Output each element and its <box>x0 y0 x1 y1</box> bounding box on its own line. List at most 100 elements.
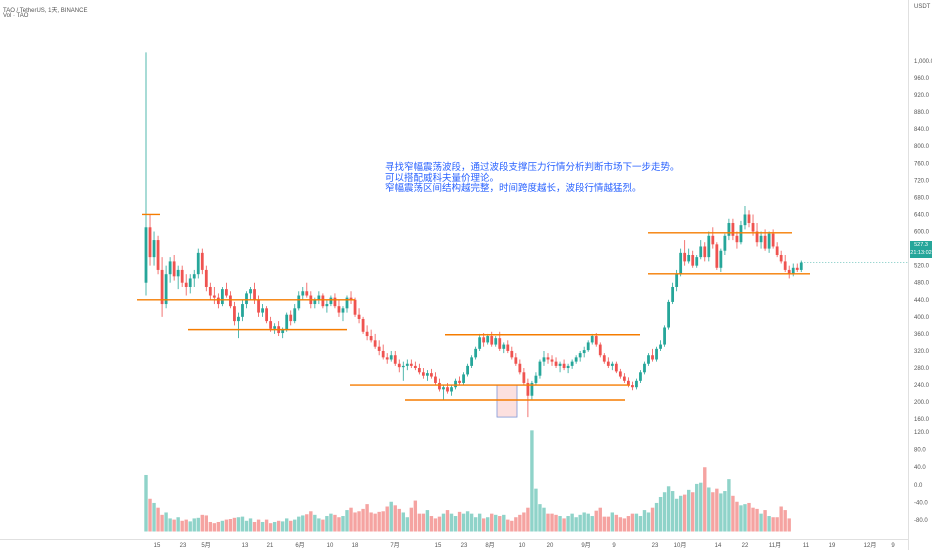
volume-bar <box>526 507 530 532</box>
price-tick-label: 680.0 <box>914 195 930 201</box>
volume-bar <box>373 513 377 532</box>
volume-bar <box>449 513 454 532</box>
candle-body <box>273 326 277 329</box>
candle-body <box>192 274 196 279</box>
volume-bar <box>602 516 606 532</box>
volume-bar <box>313 514 317 532</box>
candle-body <box>381 350 385 358</box>
volume-bar <box>345 510 349 532</box>
volume-bar <box>297 516 301 532</box>
candle-body <box>618 371 622 377</box>
candle-body <box>269 321 273 329</box>
candle-body <box>703 246 707 258</box>
candle-body <box>606 361 610 366</box>
volume-bar <box>268 523 273 532</box>
volume-bar <box>490 513 494 532</box>
volume-bar <box>674 498 679 532</box>
candle-body <box>413 365 417 369</box>
volume-bar <box>361 508 365 532</box>
candle-body <box>361 318 365 332</box>
candle-body <box>245 293 248 305</box>
candle-body <box>200 252 204 270</box>
candle-body <box>289 314 293 322</box>
candle-body <box>265 308 268 322</box>
volume-bar <box>429 516 434 532</box>
candle-body <box>687 254 691 262</box>
price-tick-label: 160.0 <box>914 417 930 423</box>
volume-bar <box>646 512 651 532</box>
volume-bar <box>558 516 562 532</box>
time-tick-label: 9 <box>612 543 616 549</box>
volume-bar <box>381 511 385 532</box>
volume-bar <box>518 514 522 532</box>
time-tick-label: 19 <box>829 543 836 549</box>
volume-bar <box>642 510 647 532</box>
volume-bar <box>325 516 329 532</box>
candle-body <box>715 244 719 268</box>
volume-bar <box>401 512 405 532</box>
volume-bar <box>473 517 478 532</box>
volume-bar <box>172 519 176 532</box>
highlight-zones <box>496 384 518 418</box>
volume-bar <box>494 514 498 532</box>
time-tick-label: 23 <box>461 543 468 549</box>
volume-bar <box>280 521 285 532</box>
candle-body <box>176 269 180 277</box>
candle-body <box>534 375 538 383</box>
time-tick-label: 10 <box>327 543 334 549</box>
volume-bar <box>365 504 369 532</box>
volume-bar <box>357 511 361 532</box>
candle-body <box>405 363 409 366</box>
volume-bar <box>252 521 257 532</box>
volume-bar <box>763 510 767 532</box>
candle-body <box>164 274 168 305</box>
candle-body <box>321 295 325 307</box>
time-axis-labels[interactable]: 15 23 5月 13 21 6月 10 18 7月 15 23 8月 10 20 9月 9 23 10月 14 22… <box>154 542 896 549</box>
candle-body <box>530 382 534 396</box>
candles-group <box>144 52 803 418</box>
candle-body <box>168 261 172 275</box>
volume-bar <box>614 514 619 532</box>
candle-body <box>550 359 554 362</box>
volume-bar <box>413 500 418 532</box>
candle-body <box>225 289 228 296</box>
candle-body <box>426 373 429 376</box>
volume-bar <box>389 501 393 532</box>
candle-body <box>538 361 542 376</box>
volume-bar <box>264 519 269 532</box>
candle-body <box>506 344 510 351</box>
price-axis-labels[interactable]: 1,000.0 960.0 920.0 880.0 840.0 800.0 760.0 720… <box>914 59 932 423</box>
volume-bar <box>566 516 570 532</box>
volume-legend[interactable]: Vol · TAO <box>3 13 29 19</box>
candle-body <box>614 363 618 372</box>
candle-body <box>590 336 594 343</box>
candle-body <box>727 223 731 236</box>
volume-bar <box>775 517 779 532</box>
price-tick-label: 640.0 <box>914 212 930 218</box>
candle-body <box>526 382 530 396</box>
candle-body <box>679 252 683 275</box>
candle-body <box>474 348 478 358</box>
volume-bar <box>546 513 550 532</box>
volume-bar <box>481 518 486 532</box>
price-tick-label: 520.0 <box>914 264 930 270</box>
price-tick-label: 400.0 <box>914 315 930 321</box>
candle-body <box>639 372 642 381</box>
candle-body <box>301 291 305 296</box>
volume-tick-label: 120.0 <box>914 430 930 436</box>
support-resistance-lines[interactable] <box>137 213 908 401</box>
volume-bar <box>699 482 703 532</box>
volume-bar <box>590 516 594 532</box>
candle-body <box>305 291 309 296</box>
symbol-legend[interactable]: TAO / TetherUS, 1天, BINANCE <box>3 8 88 14</box>
price-tick-label: 440.0 <box>914 298 930 304</box>
volume-bar <box>208 521 213 532</box>
candle-body <box>450 387 453 392</box>
volume-bar <box>244 520 249 532</box>
candle-body <box>490 336 494 345</box>
volume-bar <box>144 474 148 532</box>
annotation-text[interactable]: 寻找窄幅震荡波段，通过波段支撑压力行情分析判断市场下一步走势。 可以搭配威科夫量… <box>385 162 680 195</box>
volume-bar <box>188 521 192 532</box>
volume-bar <box>276 520 281 532</box>
